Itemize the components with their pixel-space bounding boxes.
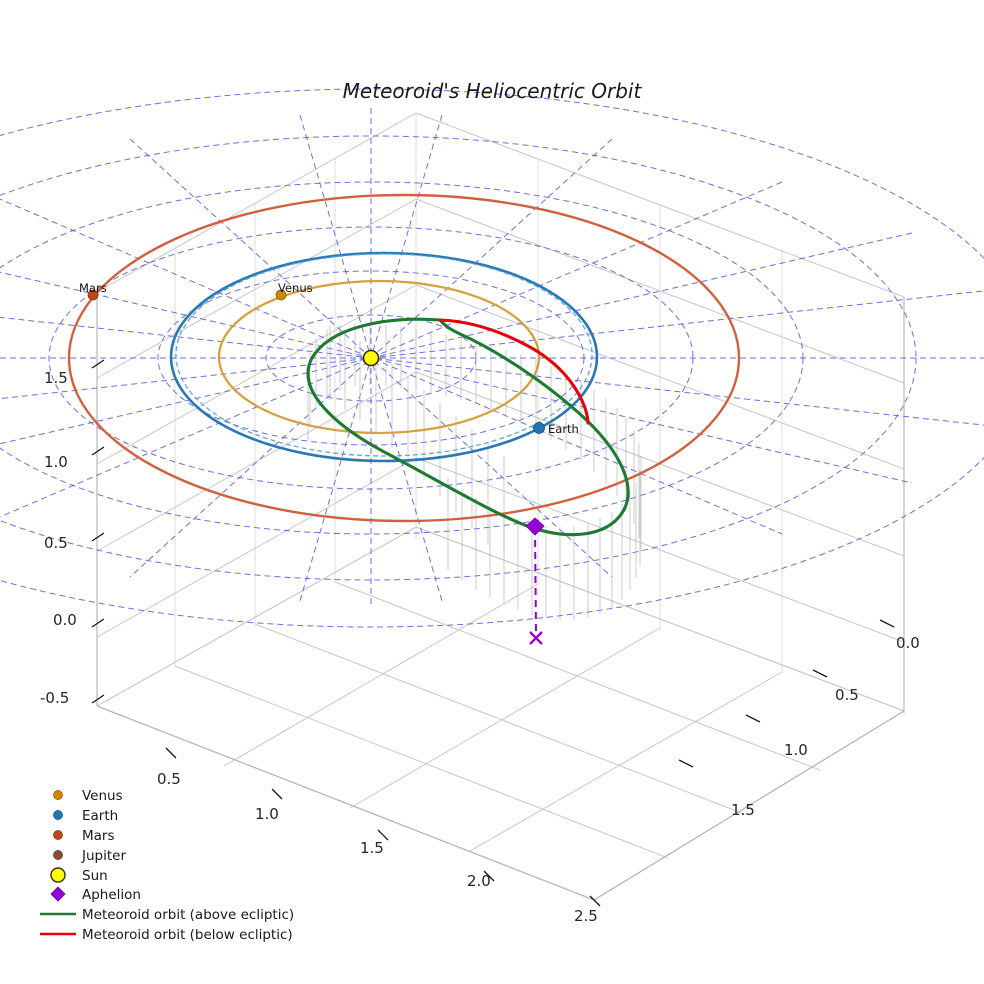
legend-label-venus: Venus [82, 788, 123, 804]
y-axis-group: 0.0 0.5 1.0 1.5 [678, 619, 920, 819]
legend-marker-mars [53, 830, 63, 840]
axes-3d-panes [96, 112, 905, 901]
pane-back-right [415, 113, 905, 716]
y-tick-label: 0.5 [835, 686, 859, 704]
legend-label-aphelion: Aphelion [82, 887, 141, 903]
legend-label-earth: Earth [82, 808, 118, 824]
legend-marker-venus [53, 790, 63, 800]
aphelion-drop-line [534, 527, 537, 633]
z-tick-label: -0.5 [40, 689, 69, 707]
aphelion-projection-x-marker [529, 631, 543, 645]
legend-label-mars: Mars [82, 828, 115, 844]
earth-label: Earth [548, 422, 579, 436]
meteoroid-orbit-below-ecliptic [438, 318, 590, 425]
x-tick-label: 2.5 [574, 907, 598, 925]
body-labels: Mars Venus Earth [79, 281, 579, 436]
planetary-orbits [67, 193, 741, 523]
legend-marker-sun [50, 867, 66, 883]
y-tick-label: 1.0 [784, 741, 808, 759]
aphelion-indicator [525, 517, 545, 645]
z-axis-group: 1.5 1.0 0.5 0.0 -0.5 [40, 359, 105, 707]
x-tick-label: 1.5 [360, 839, 384, 857]
legend-marker-earth [53, 810, 63, 820]
x-tick-label: 1.0 [255, 805, 279, 823]
earth-orbit [169, 251, 599, 463]
x-tick-label: 0.5 [157, 770, 181, 788]
z-tick-label: 0.5 [44, 534, 68, 552]
legend-marker-aphelion [50, 886, 66, 902]
legend-label-orbit-above: Meteoroid orbit (above ecliptic) [82, 907, 294, 923]
z-tick-label: 1.0 [44, 453, 68, 471]
z-tick-label: 1.5 [44, 369, 68, 387]
meteoroid-orbit [306, 317, 630, 537]
legend-marker-jupiter [53, 850, 63, 860]
mars-marker [87, 289, 99, 301]
venus-orbit [217, 279, 541, 435]
page-title: Meteoroid's Heliocentric Orbit [343, 79, 643, 103]
legend-label-jupiter: Jupiter [81, 848, 126, 864]
axis-spines [96, 292, 905, 901]
meteoroid-droplines [307, 324, 642, 620]
aphelion-marker [525, 517, 545, 536]
mars-label: Mars [79, 281, 107, 295]
venus-marker [275, 289, 287, 301]
y-tick-label: 1.5 [731, 801, 755, 819]
x-tick-label: 2.0 [467, 872, 491, 890]
y-tick-label: 0.0 [896, 634, 920, 652]
pane-floor [96, 526, 905, 901]
legend-label-orbit-below: Meteoroid orbit (below ecliptic) [82, 927, 293, 943]
x-axis-group: 0.5 1.0 1.5 2.0 2.5 [157, 747, 601, 925]
earth-orbit-dashed [175, 253, 593, 457]
sun-marker [362, 349, 380, 367]
mars-orbit [67, 193, 741, 523]
z-tick-label: 0.0 [53, 611, 77, 629]
venus-label: Venus [278, 281, 313, 295]
celestial-body-markers [87, 289, 545, 434]
meteoroid-orbit-above-ecliptic [306, 317, 630, 537]
legend: Venus Earth Mars Jupiter Sun Aphelion Me… [40, 788, 294, 943]
earth-marker [533, 422, 545, 434]
legend-label-sun: Sun [82, 868, 108, 884]
